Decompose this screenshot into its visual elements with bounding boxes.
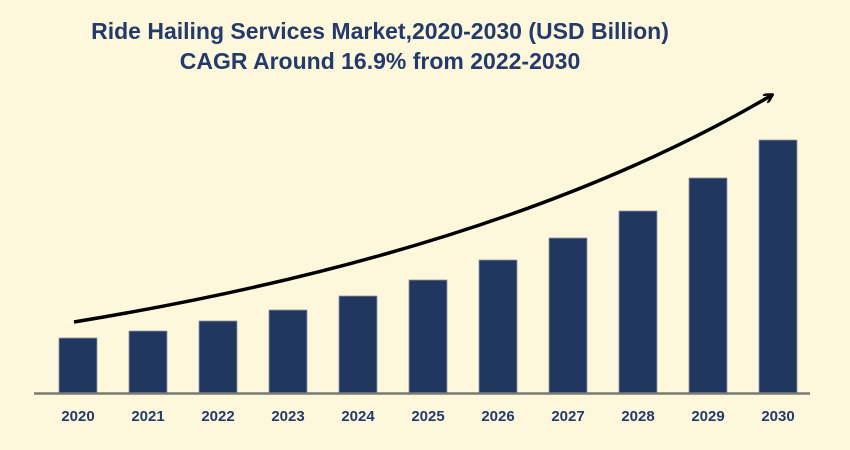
bar-2024 [338, 295, 378, 394]
x-tick-label: 2024 [341, 408, 375, 425]
bar-2023 [268, 309, 308, 394]
x-tick-label: 2027 [551, 408, 584, 425]
x-tick-label: 2029 [691, 408, 724, 425]
bar-2025 [408, 279, 448, 394]
x-tick-label: 2028 [621, 408, 654, 425]
x-tick-label: 2030 [761, 408, 794, 425]
bar-2030 [758, 139, 798, 394]
x-tick-label: 2020 [61, 408, 94, 425]
x-tick-label: 2026 [481, 408, 514, 425]
chart-title: Ride Hailing Services Market,2020-2030 (… [91, 18, 669, 44]
bar-2028 [618, 210, 658, 394]
trend-arrow [73, 95, 772, 324]
bar-2020 [58, 337, 98, 394]
chart-subtitle: CAGR Around 16.9% from 2022-2030 [179, 48, 581, 74]
x-tick-label: 2025 [411, 408, 444, 425]
x-tick-label: 2023 [271, 408, 304, 425]
bar-2027 [548, 237, 588, 394]
x-tick-label: 2021 [131, 408, 164, 425]
bar-2026 [478, 259, 518, 394]
bar-2021 [128, 330, 168, 394]
x-tick-label: 2022 [201, 408, 234, 425]
bar-2029 [688, 177, 728, 394]
bar-2022 [198, 320, 238, 394]
